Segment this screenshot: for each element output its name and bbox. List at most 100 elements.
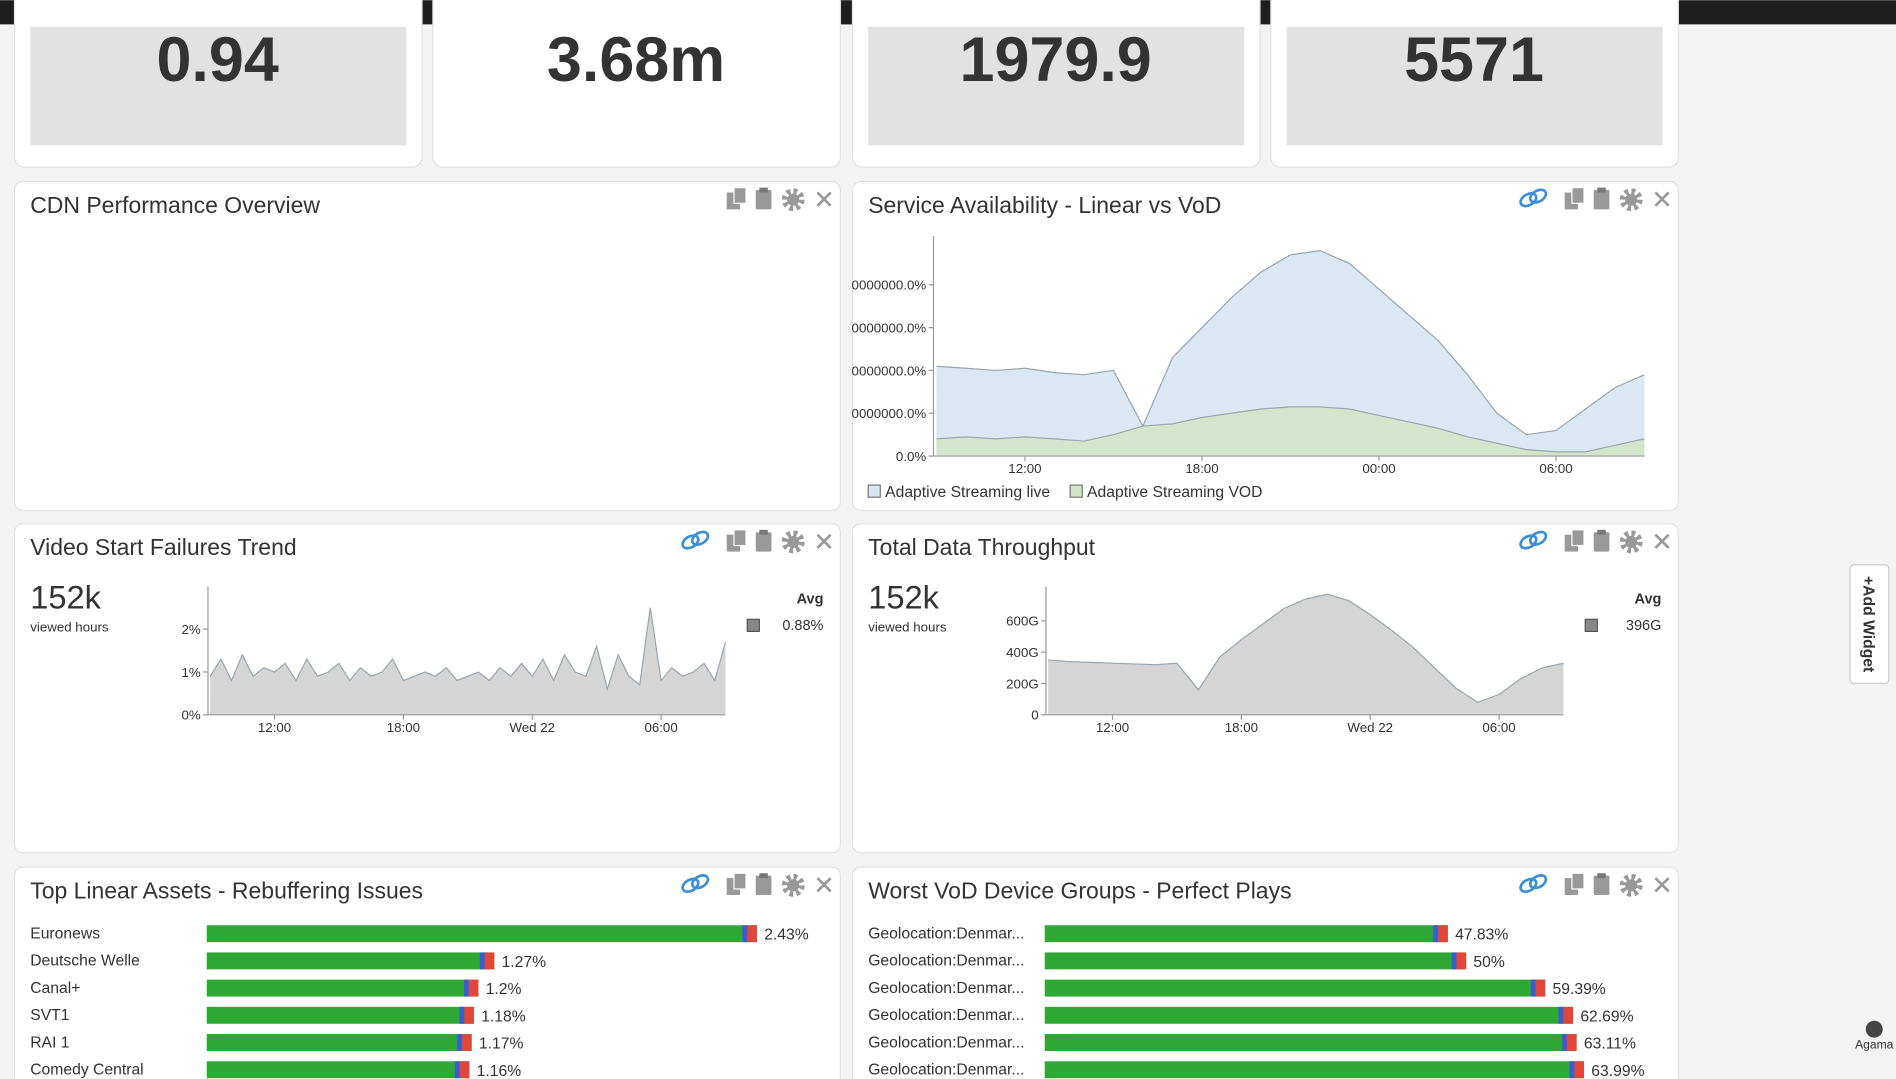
bar-segment [1044, 925, 1448, 943]
widget-toolbar [1518, 872, 1670, 897]
area-fill [936, 406, 1645, 457]
bar-label: Comedy Central [30, 1062, 143, 1079]
close-icon[interactable] [1654, 533, 1670, 549]
settings-icon-core[interactable] [787, 535, 800, 548]
settings-icon-core[interactable] [787, 879, 800, 892]
area-fill [936, 250, 1645, 457]
link-icon[interactable] [1528, 873, 1548, 891]
bar-segment-tail [747, 925, 757, 943]
value-label: 1.17% [479, 1036, 524, 1053]
footer-logo [1865, 1020, 1883, 1038]
area-line [936, 250, 1645, 436]
y-tick-label: 0 [1031, 708, 1038, 723]
close-icon[interactable] [816, 191, 832, 207]
bar-label: SVT1 [30, 1007, 69, 1024]
value-label: 62.69% [1580, 1008, 1633, 1025]
sparkline-bg [868, 26, 1245, 146]
value-label: 47.83% [1455, 927, 1508, 944]
link-icon[interactable] [680, 876, 700, 894]
paste-icon[interactable] [1593, 875, 1610, 895]
paste-clip[interactable] [1597, 187, 1606, 193]
x-tick-label: 18:00 [387, 720, 420, 735]
close-icon[interactable] [816, 533, 832, 549]
link-icon[interactable] [1518, 191, 1538, 209]
paste-clip[interactable] [759, 529, 768, 535]
link-icon[interactable] [1528, 529, 1548, 547]
widget-title: Service Availability - Linear vs VoD [868, 192, 1221, 218]
bar-segment [206, 1006, 474, 1024]
add-widget-tab[interactable] [1849, 564, 1890, 684]
bar-segment [206, 925, 757, 943]
copy-icon-back[interactable] [1571, 872, 1585, 890]
widget-title: CDN Performance Overview [30, 192, 320, 218]
settings-icon-core[interactable] [1625, 193, 1638, 206]
link-icon[interactable] [1518, 876, 1538, 894]
paste-icon[interactable] [1593, 532, 1610, 552]
bar-segment-tail [459, 1061, 470, 1079]
bar [206, 979, 479, 997]
link-icon[interactable] [1518, 533, 1538, 551]
paste-icon[interactable] [755, 875, 772, 895]
settings-icon[interactable] [781, 530, 805, 554]
settings-icon-core[interactable] [1625, 535, 1638, 548]
sparkline-bg [448, 26, 825, 146]
paste-clip[interactable] [759, 187, 768, 193]
link-icon[interactable] [690, 873, 710, 891]
copy-icon-back[interactable] [1571, 187, 1585, 204]
widget-toolbar [1518, 529, 1670, 554]
widget-card [851, 866, 1679, 1079]
bar-segment-tail [1566, 1034, 1577, 1051]
paste-clip[interactable] [759, 873, 768, 879]
bar [1044, 1034, 1577, 1051]
widget-title: Top Linear Assets - Rebuffering Issues [30, 878, 423, 904]
bar [1044, 952, 1467, 970]
copy-icon-back[interactable] [733, 529, 747, 547]
bar [206, 925, 757, 943]
bar-segment-tail [468, 979, 479, 997]
x-tick-label: 06:00 [1482, 720, 1515, 735]
widget-title: Video Start Failures Trend [30, 534, 296, 560]
bar-segment-tail [1456, 952, 1467, 970]
settings-icon[interactable] [781, 873, 805, 897]
widget-toolbar [680, 872, 832, 897]
close-icon[interactable] [1654, 191, 1670, 207]
bar-segment-tail [742, 925, 748, 943]
close-icon[interactable] [816, 877, 832, 893]
settings-icon[interactable] [1619, 188, 1643, 212]
area-line [209, 607, 727, 692]
paste-clip[interactable] [1597, 873, 1606, 879]
value-label: 1.18% [481, 1008, 526, 1025]
paste-clip[interactable] [1597, 529, 1606, 535]
bar-label: Deutsche Welle [30, 953, 140, 970]
link-icon[interactable] [680, 533, 700, 551]
bar-segment-tail [1558, 1006, 1564, 1024]
link-icon[interactable] [690, 529, 710, 547]
area-fill [1048, 594, 1564, 715]
settings-icon-core[interactable] [787, 193, 800, 206]
settings-icon[interactable] [781, 188, 805, 212]
y-tick-label: 1% [182, 665, 201, 680]
paste-icon[interactable] [1593, 190, 1610, 210]
value-label: 1.27% [502, 954, 547, 971]
y-tick-label: 0000000.0% [852, 363, 927, 378]
bar-segment-tail [1563, 1006, 1574, 1024]
link-icon[interactable] [1528, 187, 1548, 205]
copy-icon-back[interactable] [733, 187, 747, 204]
bar-label: Geolocation:Denmar... [868, 953, 1024, 970]
settings-icon[interactable] [1619, 873, 1643, 897]
x-tick-label: 18:00 [1185, 461, 1218, 476]
bar [1044, 1006, 1574, 1024]
legend-swatch [746, 618, 760, 633]
close-icon[interactable] [1654, 877, 1670, 893]
settings-icon-core[interactable] [1625, 879, 1638, 892]
copy-icon-back[interactable] [1571, 529, 1585, 547]
add-widget-label[interactable]: +Add Widget [1859, 576, 1876, 673]
settings-icon[interactable] [1619, 530, 1643, 554]
stat-value: 5571 [1404, 25, 1544, 95]
copy-icon-back[interactable] [733, 872, 747, 890]
bar-segment-tail [1438, 925, 1448, 943]
paste-icon[interactable] [755, 532, 772, 552]
paste-icon[interactable] [755, 190, 772, 210]
widget-title: Worst VoD Device Groups - Perfect Plays [868, 878, 1291, 904]
bar [1044, 1061, 1585, 1079]
